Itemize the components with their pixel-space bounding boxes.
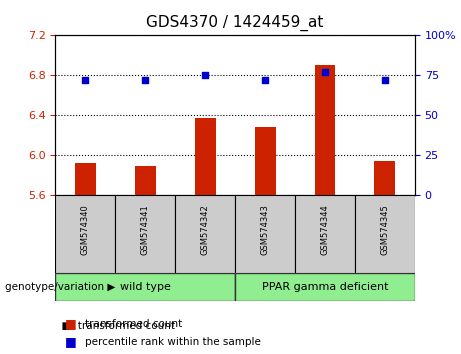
- Bar: [295, 195, 355, 273]
- Point: [381, 77, 389, 83]
- Bar: [175, 195, 235, 273]
- Text: transformed count: transformed count: [85, 319, 183, 329]
- Point: [261, 77, 269, 83]
- Bar: [55, 273, 235, 301]
- Point: [82, 77, 89, 83]
- Text: GSM574342: GSM574342: [201, 204, 210, 255]
- Bar: [235, 195, 295, 273]
- Point: [142, 77, 149, 83]
- Text: wild type: wild type: [120, 282, 171, 292]
- Bar: [195, 118, 216, 195]
- Point: [321, 69, 329, 75]
- Text: PPAR gamma deficient: PPAR gamma deficient: [262, 282, 388, 292]
- Text: GSM574341: GSM574341: [141, 204, 150, 255]
- Text: ■: ■: [65, 318, 76, 330]
- Title: GDS4370 / 1424459_at: GDS4370 / 1424459_at: [147, 15, 324, 31]
- Text: GSM574344: GSM574344: [320, 204, 330, 255]
- Text: GSM574340: GSM574340: [81, 204, 90, 255]
- Bar: [374, 161, 396, 195]
- Point: [201, 72, 209, 78]
- Text: GSM574345: GSM574345: [380, 204, 390, 255]
- Bar: [55, 195, 115, 273]
- Text: GSM574343: GSM574343: [260, 204, 270, 255]
- Bar: [75, 163, 96, 195]
- Text: percentile rank within the sample: percentile rank within the sample: [85, 337, 261, 347]
- Bar: [254, 127, 276, 195]
- Bar: [235, 273, 415, 301]
- Bar: [355, 195, 415, 273]
- Bar: [115, 195, 175, 273]
- Text: ■: ■: [65, 335, 76, 348]
- Bar: [314, 65, 336, 195]
- Text: genotype/variation ▶: genotype/variation ▶: [5, 282, 115, 292]
- Text: ■  transformed count: ■ transformed count: [55, 321, 175, 331]
- Bar: [135, 166, 156, 195]
